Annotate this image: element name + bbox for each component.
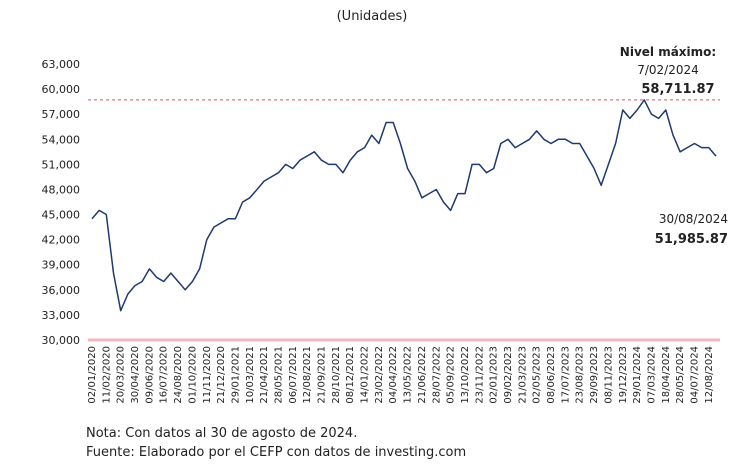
x-tick-label: 11/02/2020: [101, 346, 112, 404]
y-tick-label: 45,000: [42, 209, 81, 222]
y-tick-label: 39,000: [42, 259, 81, 272]
x-tick-label: 23/08/2023: [575, 346, 586, 404]
max-date: 7/02/2024: [637, 63, 699, 77]
x-tick-label: 21/03/2023: [517, 346, 528, 404]
x-tick-label: 14/01/2022: [360, 346, 371, 404]
x-tick-label: 02/01/2023: [489, 346, 500, 404]
y-tick-label: 63,000: [42, 58, 81, 71]
last-value: 51,985.87: [655, 232, 728, 247]
x-tick-label: 02/05/2023: [532, 346, 543, 404]
x-tick-label: 08/06/2023: [546, 346, 557, 404]
x-tick-label: 08/11/2023: [603, 346, 614, 404]
x-tick-label: 04/04/2022: [388, 346, 399, 404]
x-tick-label: 13/10/2022: [460, 346, 471, 404]
y-tick-label: 36,000: [42, 284, 81, 297]
max-value: 58,711.87: [641, 82, 714, 97]
y-tick-label: 57,000: [42, 108, 81, 121]
x-tick-label: 09/06/2020: [144, 346, 155, 404]
x-tick-label: 28/07/2022: [431, 346, 442, 404]
x-tick-label: 02/01/2020: [87, 346, 98, 404]
series-line: [91, 99, 717, 312]
x-tick-label: 07/03/2024: [646, 346, 657, 404]
x-tick-label: 20/03/2020: [116, 346, 127, 404]
x-tick-label: 21/04/2021: [259, 346, 270, 404]
x-tick-label: 23/11/2022: [474, 346, 485, 404]
x-tick-label: 04/07/2024: [689, 346, 700, 404]
x-tick-label: 24/08/2020: [173, 346, 184, 404]
x-tick-label: 29/01/2021: [230, 346, 241, 404]
y-tick-label: 51,000: [42, 158, 81, 171]
x-tick-label: 21/09/2021: [317, 346, 328, 404]
y-tick-label: 33,000: [42, 309, 81, 322]
max-label: Nivel máximo:: [620, 45, 716, 59]
x-tick-label: 21/06/2022: [417, 346, 428, 404]
note: Nota: Con datos al 30 de agosto de 2024.: [86, 426, 357, 441]
x-tick-label: 12/08/2021: [302, 346, 313, 404]
y-tick-label: 60,000: [42, 83, 81, 96]
x-tick-label: 23/02/2022: [374, 346, 385, 404]
x-tick-label: 28/05/2024: [675, 346, 686, 404]
x-tick-label: 09/02/2023: [503, 346, 514, 404]
y-tick-label: 48,000: [42, 183, 81, 196]
x-tick-label: 06/07/2021: [288, 346, 299, 404]
y-tick-label: 54,000: [42, 133, 81, 146]
x-tick-label: 08/12/2021: [345, 346, 356, 404]
x-tick-label: 05/09/2022: [446, 346, 457, 404]
x-tick-label: 17/07/2023: [560, 346, 571, 404]
y-tick-label: 30,000: [42, 334, 81, 347]
source: Fuente: Elaborado por el CEFP con datos …: [86, 445, 466, 460]
x-tick-label: 28/10/2021: [331, 346, 342, 404]
x-tick-label: 29/01/2024: [632, 346, 643, 404]
x-tick-label: 19/12/2023: [618, 346, 629, 404]
last-date: 30/08/2024: [659, 212, 728, 226]
x-tick-label: 16/07/2020: [159, 346, 170, 404]
x-tick-label: 28/05/2021: [273, 346, 284, 404]
x-tick-label: 01/10/2020: [187, 346, 198, 404]
x-tick-label: 12/08/2024: [704, 346, 715, 404]
x-tick-label: 11/11/2020: [202, 346, 213, 404]
x-tick-label: 13/05/2022: [403, 346, 414, 404]
x-tick-label: 18/04/2024: [661, 346, 672, 404]
chart-title: (Unidades): [337, 9, 408, 24]
x-tick-label: 10/03/2021: [245, 346, 256, 404]
x-tick-label: 30/04/2020: [130, 346, 141, 404]
x-tick-label: 21/12/2020: [216, 346, 227, 404]
y-tick-label: 42,000: [42, 234, 81, 247]
x-tick-label: 29/09/2023: [589, 346, 600, 404]
